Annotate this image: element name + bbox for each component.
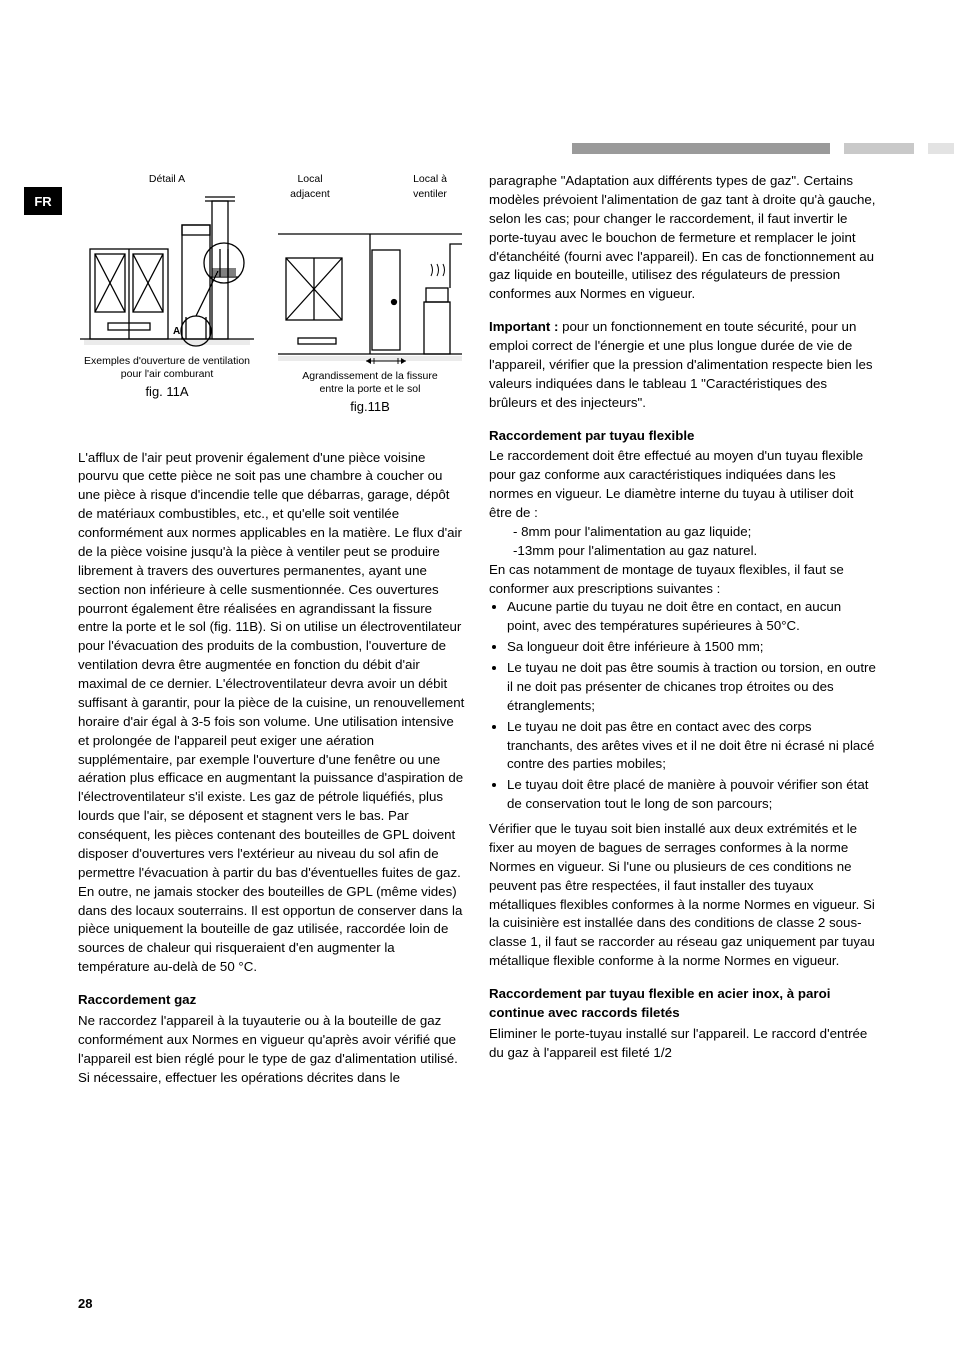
figure-11b: Local adjacent Local à ventiler bbox=[274, 172, 466, 417]
figure-11a-title: Détail A bbox=[78, 172, 256, 187]
heading-tuyau-flexible: Raccordement par tuyau flexible bbox=[489, 427, 876, 446]
figure-11a-number: fig. 11A bbox=[78, 383, 256, 401]
page-number: 28 bbox=[78, 1296, 92, 1311]
figures-row: Détail A bbox=[78, 172, 465, 417]
left-column: Détail A bbox=[78, 172, 465, 1101]
right-para-2c: Vérifier que le tuyau soit bien installé… bbox=[489, 820, 876, 971]
svg-text:A: A bbox=[173, 326, 180, 337]
bullet-5: Le tuyau doit être placé de manière à po… bbox=[507, 776, 876, 814]
figure-11a: Détail A bbox=[78, 172, 256, 417]
bullet-4: Le tuyau ne doit pas être en contact ave… bbox=[507, 718, 876, 775]
right-para-2b: En cas notamment de montage de tuyaux fl… bbox=[489, 561, 876, 599]
right-para-1: paragraphe "Adaptation aux différents ty… bbox=[489, 172, 876, 304]
right-important: Important : pour un fonctionnement en to… bbox=[489, 318, 876, 412]
language-tab: FR bbox=[24, 187, 62, 215]
right-para-2a: Le raccordement doit être effectué au mo… bbox=[489, 447, 876, 523]
important-label: Important : bbox=[489, 319, 558, 334]
left-para-1: L'afflux de l'air peut provenir égalemen… bbox=[78, 449, 465, 978]
top-bar bbox=[572, 143, 954, 154]
page-content: Détail A bbox=[78, 172, 876, 1101]
right-column: paragraphe "Adaptation aux différents ty… bbox=[489, 172, 876, 1101]
figure-11b-title: Local adjacent Local à ventiler bbox=[274, 172, 466, 202]
bullet-2: Sa longueur doit être inférieure à 1500 … bbox=[507, 638, 876, 657]
right-para-3: Eliminer le porte-tuyau installé sur l'a… bbox=[489, 1025, 876, 1063]
dash-item-1: - 8mm pour l'alimentation au gaz liquide… bbox=[489, 523, 876, 542]
bullet-list: Aucune partie du tuyau ne doit être en c… bbox=[489, 598, 876, 814]
left-para-2: Ne raccordez l'appareil à la tuyauterie … bbox=[78, 1012, 465, 1088]
heading-raccordement-gaz: Raccordement gaz bbox=[78, 991, 465, 1010]
dash-item-2: -13mm pour l'alimentation au gaz naturel… bbox=[489, 542, 876, 561]
figure-11b-svg bbox=[274, 206, 466, 366]
bullet-3: Le tuyau ne doit pas être soumis à tract… bbox=[507, 659, 876, 716]
figure-11b-caption: Agrandissement de la fissure entre la po… bbox=[274, 370, 466, 396]
figure-11b-number: fig.11B bbox=[274, 398, 466, 416]
figure-11a-svg: A bbox=[78, 191, 256, 351]
heading-tuyau-inox: Raccordement par tuyau flexible en acier… bbox=[489, 985, 876, 1023]
bullet-1: Aucune partie du tuyau ne doit être en c… bbox=[507, 598, 876, 636]
figure-11a-caption: Exemples d'ouverture de ventilation pour… bbox=[78, 355, 256, 381]
